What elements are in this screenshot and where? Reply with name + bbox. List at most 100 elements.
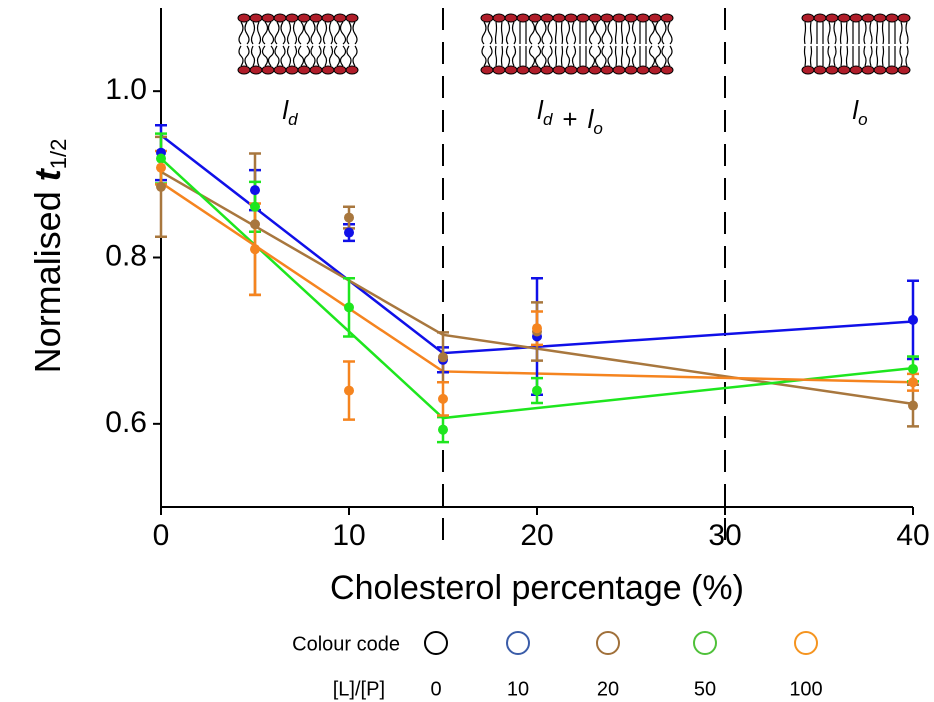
y-tick-label: 1.0 bbox=[105, 73, 147, 106]
lipid-tail bbox=[639, 21, 647, 67]
lipid-head bbox=[636, 65, 650, 75]
lipid-tail bbox=[601, 21, 613, 67]
lipid-tail bbox=[803, 21, 813, 67]
lipid-tail bbox=[261, 21, 275, 67]
lipid-head bbox=[345, 13, 359, 23]
legend-label: 100 bbox=[789, 678, 822, 700]
lipid-head bbox=[333, 65, 347, 75]
lipid-head bbox=[813, 13, 827, 23]
lipid-head bbox=[285, 65, 299, 75]
lipid-head bbox=[873, 65, 887, 75]
point bbox=[156, 153, 166, 164]
lipid-tail bbox=[238, 21, 250, 67]
lipid-tail bbox=[648, 21, 662, 67]
lipid-head bbox=[480, 65, 494, 75]
point bbox=[438, 393, 448, 404]
point bbox=[250, 201, 260, 212]
y-tick-label: 0.6 bbox=[105, 406, 147, 439]
lipid-head bbox=[564, 13, 578, 23]
lipid-tail bbox=[346, 21, 358, 67]
lipid-head bbox=[297, 65, 311, 75]
lipid-head bbox=[849, 65, 863, 75]
lipid-head bbox=[273, 65, 287, 75]
lipid-head bbox=[813, 65, 827, 75]
legend-title: Colour code bbox=[292, 633, 400, 655]
legend-swatch bbox=[424, 631, 448, 655]
point bbox=[156, 181, 166, 192]
phase-subscript: d bbox=[288, 110, 298, 129]
legend-swatch bbox=[506, 631, 530, 655]
point bbox=[344, 212, 354, 223]
phase-label: ld + lo bbox=[537, 95, 603, 139]
lipid-tail bbox=[579, 21, 587, 67]
lipid-head bbox=[309, 65, 323, 75]
lipid-head bbox=[237, 13, 251, 23]
lipid-tail bbox=[565, 21, 577, 67]
point bbox=[156, 162, 166, 173]
point bbox=[532, 323, 542, 334]
lipid-head bbox=[504, 13, 518, 23]
lipid-tail bbox=[888, 22, 896, 66]
lipid-tail bbox=[310, 21, 322, 67]
phase-subscript: o bbox=[858, 110, 867, 129]
point bbox=[908, 400, 918, 411]
lipid-head bbox=[849, 13, 863, 23]
point bbox=[250, 244, 260, 255]
lipid-tail bbox=[852, 22, 860, 66]
legend-swatch bbox=[794, 631, 818, 655]
lipid-head bbox=[624, 13, 638, 23]
lipid-head bbox=[897, 13, 911, 23]
lipid-head bbox=[528, 65, 542, 75]
lipid-head bbox=[825, 13, 839, 23]
lipid-tail bbox=[528, 21, 542, 67]
lipid-tail bbox=[863, 21, 873, 67]
lipid-tail bbox=[625, 21, 637, 67]
lipid-head bbox=[612, 13, 626, 23]
lipid-tail bbox=[274, 21, 286, 67]
lipid-head bbox=[588, 13, 602, 23]
lipid-tail bbox=[588, 21, 602, 67]
lipid-head bbox=[624, 65, 638, 75]
lipid-head bbox=[237, 65, 251, 75]
legend-label: 0 bbox=[430, 678, 441, 700]
lipid-tail bbox=[494, 21, 504, 67]
point bbox=[250, 185, 260, 196]
lipid-head bbox=[660, 65, 674, 75]
point bbox=[344, 302, 354, 313]
legend-label: 50 bbox=[694, 678, 716, 700]
lipid-head bbox=[552, 65, 566, 75]
lipid-tail bbox=[827, 21, 837, 67]
lipid-tail bbox=[541, 21, 553, 67]
lipid-tail bbox=[875, 21, 885, 67]
point bbox=[532, 385, 542, 396]
x-tick-label: 40 bbox=[896, 519, 929, 552]
point bbox=[908, 377, 918, 388]
phase-symbol: + bbox=[562, 104, 577, 134]
x-tick-label: 20 bbox=[520, 519, 553, 552]
point bbox=[908, 363, 918, 374]
phase-symbol: l bbox=[282, 95, 289, 125]
lipid-tail bbox=[839, 21, 849, 67]
legend-label: 20 bbox=[597, 678, 619, 700]
point bbox=[438, 352, 448, 363]
lipid-head bbox=[600, 13, 614, 23]
lipid-tail bbox=[333, 21, 347, 67]
point bbox=[344, 227, 354, 238]
lipid-head bbox=[249, 13, 263, 23]
phase-subscript: o bbox=[593, 119, 602, 138]
lipid-head bbox=[588, 65, 602, 75]
lipid-head bbox=[321, 13, 335, 23]
lipid-head bbox=[273, 13, 287, 23]
lipid-head bbox=[564, 65, 578, 75]
lipid-head bbox=[648, 13, 662, 23]
lipid-head bbox=[897, 65, 911, 75]
phase-subscript: d bbox=[543, 110, 553, 129]
lipid-tail bbox=[899, 21, 909, 67]
lipid-head bbox=[600, 65, 614, 75]
lipid-tail bbox=[286, 21, 298, 67]
lipid-head bbox=[576, 65, 590, 75]
lipid-head bbox=[333, 13, 347, 23]
y-axis-label: Normalised t1/2 bbox=[27, 139, 71, 374]
lipid-head bbox=[321, 65, 335, 75]
